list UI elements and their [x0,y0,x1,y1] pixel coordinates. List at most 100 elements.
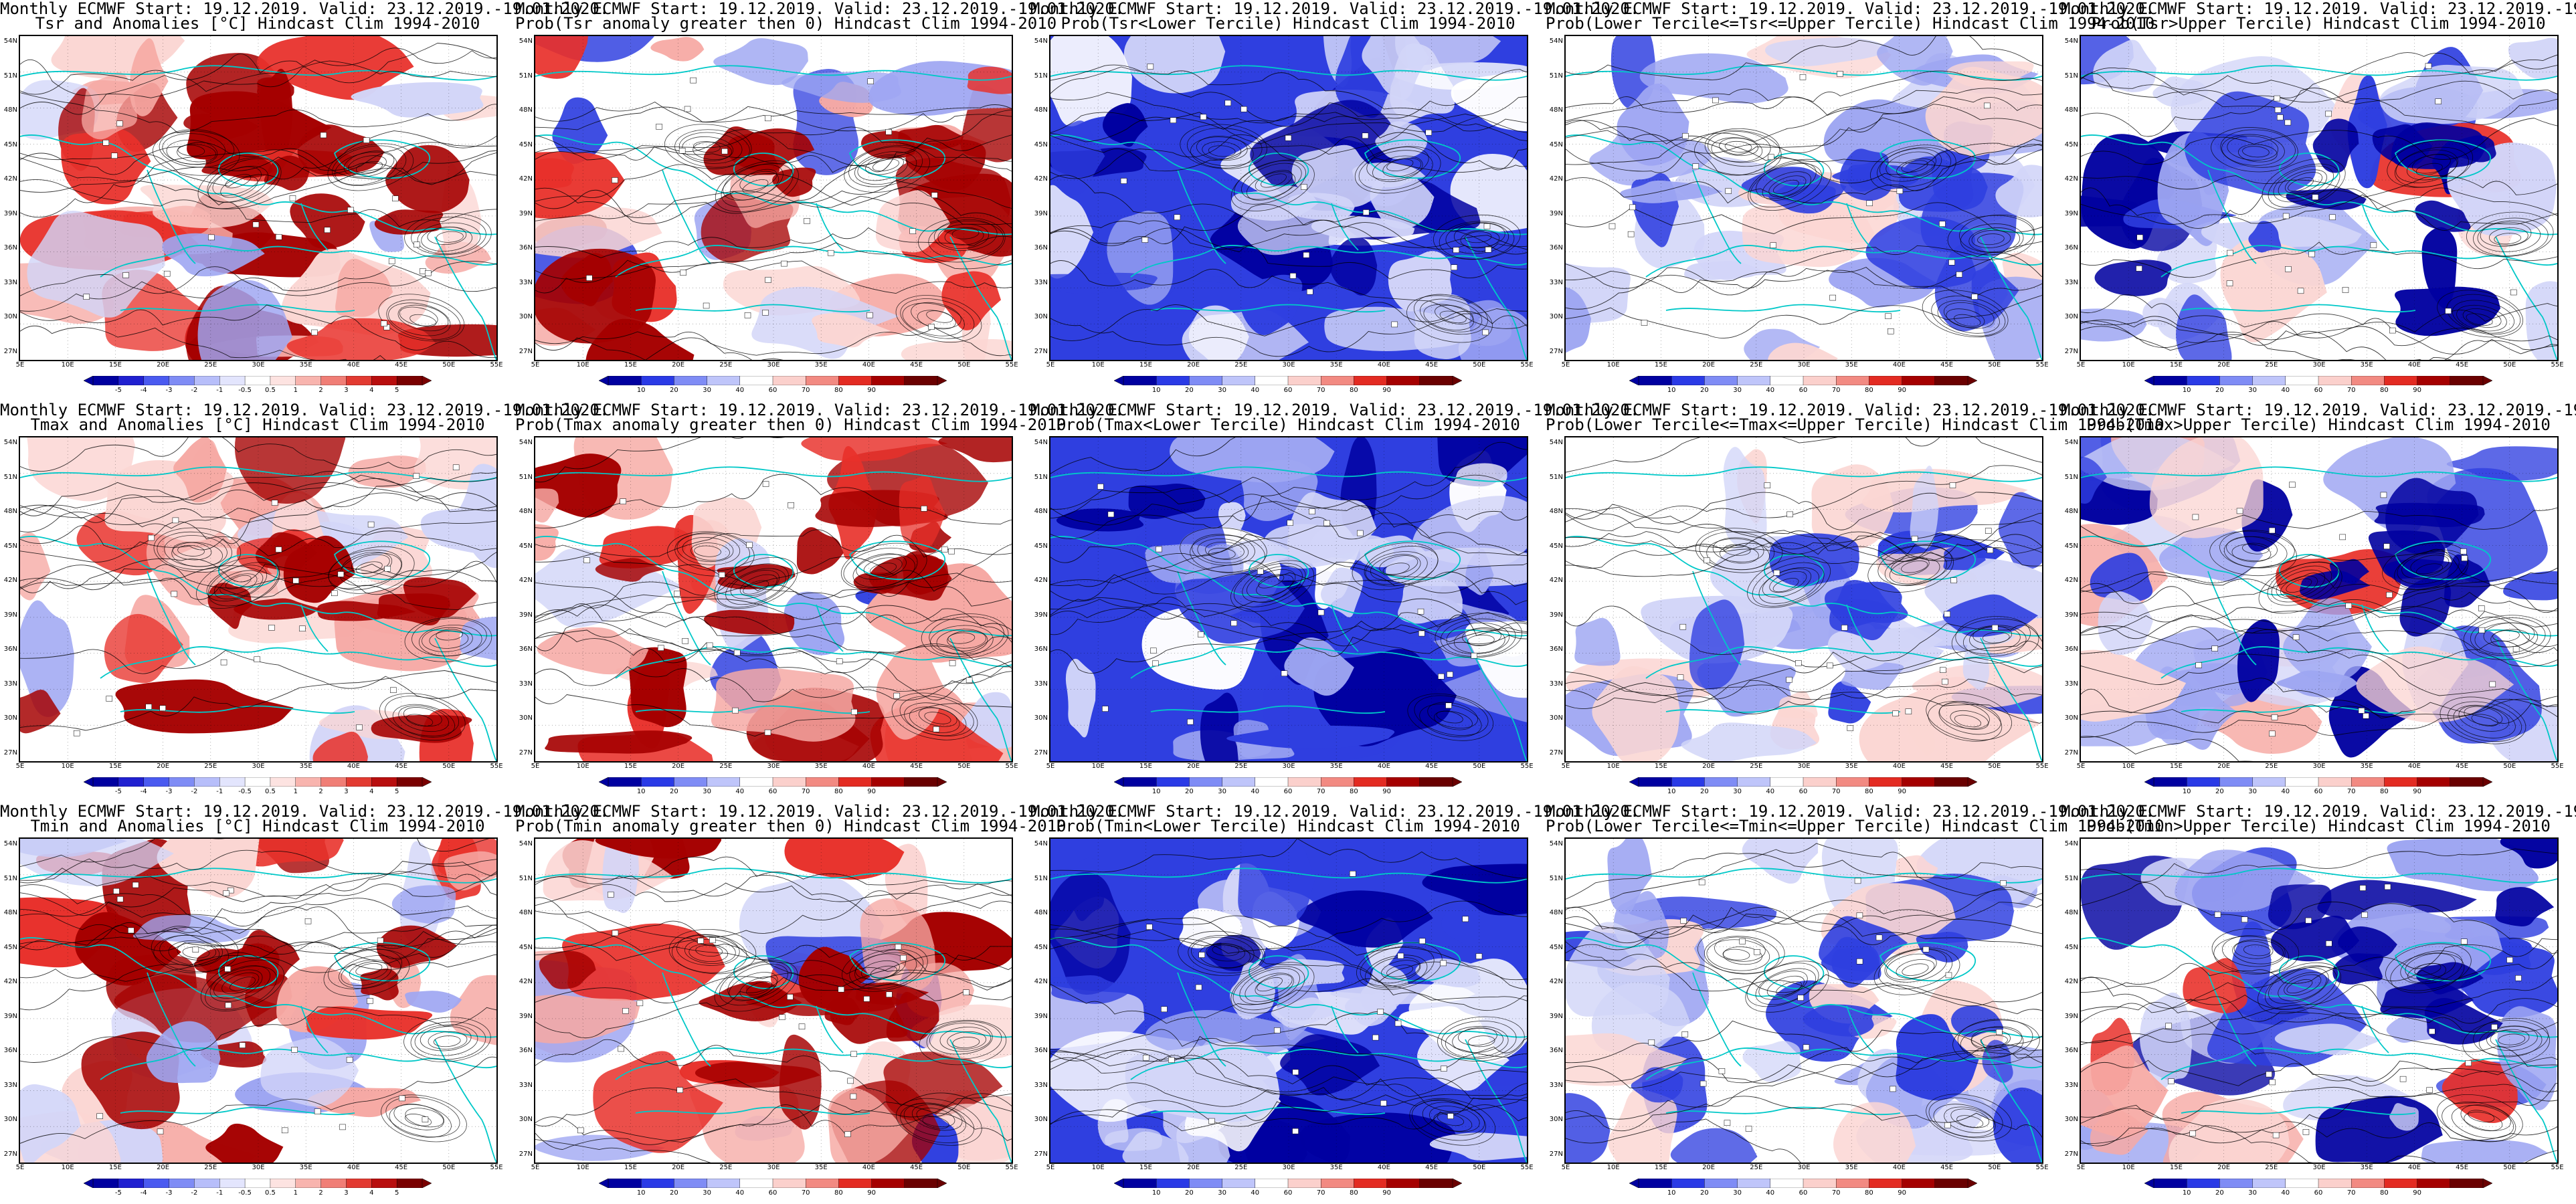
colorbar-tick-label: 0.5 [264,387,276,394]
colorbar-tick-label: 90 [1382,788,1391,795]
colorbar-tick-label: 30 [703,387,711,394]
latitude-label: 48N [519,106,533,114]
longitude-label: 50E [957,763,971,770]
latitude-label: 48N [1549,508,1563,516]
colorbar-tick-label: 30 [2248,1189,2257,1197]
longitude-label: 25E [719,361,733,369]
latitude-label: 30N [1549,313,1563,321]
colorbar-tick-label: 10 [1667,788,1676,795]
longitude-label: 30E [252,763,265,770]
latitude-label: 48N [2064,909,2078,917]
latitude-label: 45N [2064,542,2078,550]
longitude-label: 40E [1892,361,1906,369]
colorbar-tick-label: 5 [394,788,399,795]
longitude-label: 20E [1187,1164,1200,1171]
colorbar-tick-label: 70 [1316,387,1325,394]
latitude-label: 42N [1549,577,1563,585]
longitude-label: 40E [1377,361,1390,369]
longitude-label: 15E [1654,361,1667,369]
latitude-label: 27N [519,749,533,757]
longitude-label: 25E [719,1164,733,1171]
latitude-label: 48N [1034,909,1048,917]
colorbar-tick-label: 20 [1700,387,1709,394]
colorbar-tick-label: 60 [1799,387,1808,394]
latitude-label: 27N [3,1150,17,1158]
longitude-label: 55E [2551,1164,2564,1171]
colorbar-tick-label: -2 [191,1189,198,1197]
panel-title-line2: Prob(Tmin>Upper Tercile) Hindcast Clim 1… [2086,817,2551,835]
longitude-label: 10E [2122,1164,2135,1171]
longitude-label: 35E [1329,361,1343,369]
colorbar-tick-label: 10 [636,1189,646,1197]
longitude-label: 5E [15,763,25,770]
latitude-label: 51N [1034,473,1048,481]
latitude-label: 39N [2064,209,2078,217]
latitude-label: 39N [1034,611,1048,619]
colorbar-tick-label: 1 [293,788,298,795]
colorbar-tick-label: 0.5 [264,788,276,795]
longitude-label: 10E [1606,361,1620,369]
longitude-label: 20E [672,763,685,770]
panel-title-line1: Monthly ECMWF Start: 19.12.2019. Valid: … [1546,0,2155,18]
longitude-label: 30E [767,763,780,770]
latitude-label: 42N [519,577,533,585]
panel-title-line2: Prob(Tsr anomaly greater then 0) Hindcas… [515,14,1057,33]
longitude-label: 50E [1988,361,2001,369]
longitude-label: 25E [2265,361,2278,369]
panel-title-line1: Monthly ECMWF Start: 19.12.2019. Valid: … [515,0,1125,18]
longitude-label: 35E [814,1164,828,1171]
longitude-label: 35E [2360,763,2373,770]
latitude-label: 54N [1034,439,1048,446]
longitude-label: 55E [2551,763,2564,770]
latitude-label: 30N [2064,313,2078,321]
longitude-label: 45E [1940,1164,1954,1171]
longitude-label: 50E [957,361,971,369]
colorbar-tick-label: -1 [216,788,223,795]
latitude-label: 39N [3,1012,17,1020]
colorbar-tick-label: 1 [293,387,298,394]
colorbar-tick-label: 0.5 [264,1189,276,1197]
latitude-label: 54N [519,439,533,446]
latitude-label: 30N [3,313,17,321]
colorbar [84,376,432,385]
longitude-label: 10E [1091,763,1105,770]
latitude-label: 51N [3,72,17,80]
latitude-label: 27N [519,348,533,355]
longitude-label: 35E [299,763,312,770]
latitude-label: 54N [1549,439,1563,446]
longitude-label: 55E [1520,361,1534,369]
colorbar-tick-label: 40 [2281,387,2290,394]
latitude-label: 27N [2064,348,2078,355]
longitude-label: 45E [1940,763,1954,770]
longitude-label: 55E [1005,1164,1018,1171]
panel-title-line2: Prob(Lower Tercile<=Tmin<=Upper Tercile)… [1546,817,2165,835]
latitude-label: 36N [1549,645,1563,654]
map-panel: Monthly ECMWF Start: 19.12.2019. Valid: … [1546,803,2165,1204]
latitude-label: 30N [1549,1116,1563,1124]
longitude-label: 20E [157,361,170,369]
longitude-label: 55E [1520,763,1534,770]
latitude-label: 36N [519,1047,533,1055]
longitude-label: 40E [2407,763,2421,770]
longitude-label: 30E [1282,1164,1295,1171]
longitude-label: 10E [1606,1164,1620,1171]
latitude-label: 51N [3,874,17,882]
map-panel: Monthly ECMWF Start: 19.12.2019. Valid: … [1030,401,1640,803]
colorbar-tick-label: 90 [1382,1189,1391,1197]
panel-title-line1: Monthly ECMWF Start: 19.12.2019. Valid: … [2061,0,2576,18]
latitude-label: 36N [1549,244,1563,252]
panel-title-line1: Monthly ECMWF Start: 19.12.2019. Valid: … [515,401,1125,419]
map-area [1049,436,1528,763]
longitude-label: 25E [1750,763,1763,770]
colorbar-tick-label: 30 [2248,788,2257,795]
longitude-label: 20E [2217,361,2231,369]
longitude-label: 45E [395,361,408,369]
latitude-label: 33N [1549,680,1563,688]
map-panel: Monthly ECMWF Start: 19.12.2019. Valid: … [1030,803,1639,1204]
colorbar-tick-label: 4 [369,387,374,394]
colorbar-tick-label: 80 [1350,387,1358,394]
latitude-label: 39N [519,209,533,217]
colorbar-tick-label: 90 [1898,387,1906,394]
panel-title-line1: Monthly ECMWF Start: 19.12.2019. Valid: … [1030,401,1640,419]
latitude-label: 30N [519,1116,533,1124]
